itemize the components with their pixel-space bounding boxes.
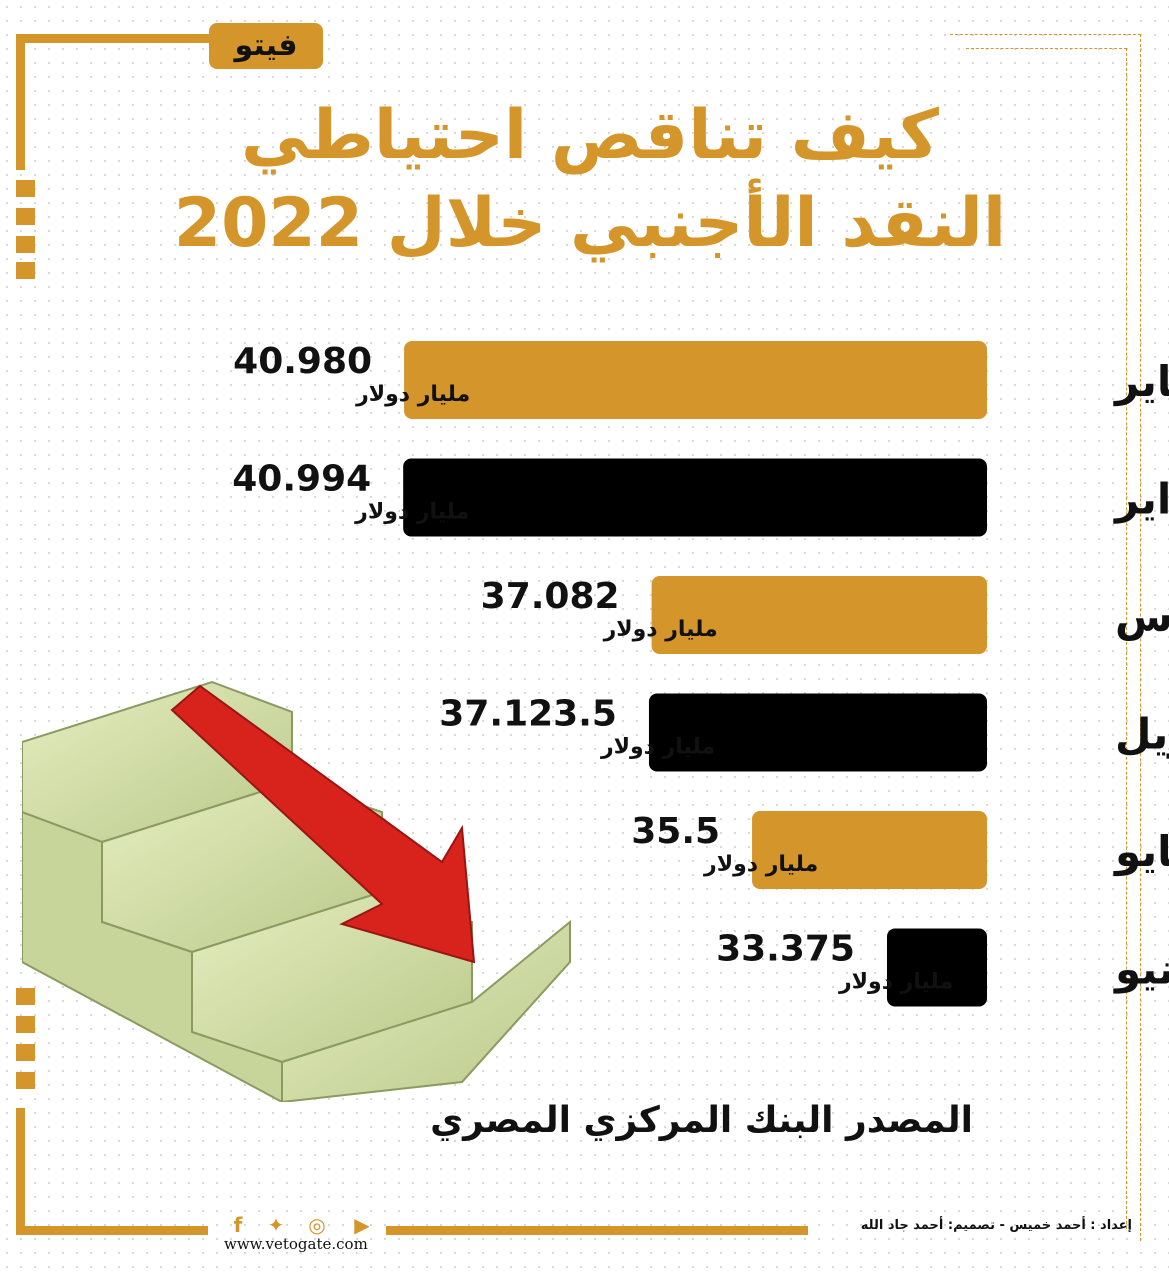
frame-right-lines xyxy=(950,34,1141,1241)
frame-left xyxy=(16,34,25,170)
frame-dash xyxy=(16,180,35,197)
unit-label: مليار دولار xyxy=(355,382,470,407)
unit-label: مليار دولار xyxy=(354,500,469,525)
facebook-icon[interactable]: f xyxy=(233,1213,243,1237)
category-label: مايو xyxy=(1113,827,1169,877)
unit-label: مليار دولار xyxy=(600,735,715,760)
value-label: 40.994 xyxy=(232,459,371,500)
website-link[interactable]: www.vetogate.com xyxy=(224,1235,368,1253)
title-line-2: النقد الأجنبي خلال 2022 xyxy=(173,184,1007,263)
frame-dash xyxy=(16,988,35,1005)
frame-dash xyxy=(16,1044,35,1061)
bar xyxy=(651,576,987,654)
value-label: 40.980 xyxy=(233,341,372,382)
category-label: يناير xyxy=(1113,357,1169,407)
unit-label: مليار دولار xyxy=(838,970,953,995)
money-stacks-illustration xyxy=(22,680,571,1102)
frame-dash xyxy=(16,208,35,225)
youtube-icon[interactable]: ▶ xyxy=(354,1213,370,1237)
category-label: يونيو xyxy=(1113,945,1169,995)
bar xyxy=(648,693,987,772)
unit-label: مليار دولار xyxy=(703,852,818,877)
title-line-1: كيف تناقص احتياطي xyxy=(241,96,940,175)
instagram-icon[interactable]: ◎ xyxy=(308,1213,326,1237)
twitter-icon[interactable]: ✦ xyxy=(267,1213,285,1237)
value-label: 37.123.5 xyxy=(439,694,617,735)
unit-label: مليار دولار xyxy=(603,617,718,642)
value-label: 35.5 xyxy=(631,811,720,852)
frame-top xyxy=(16,34,216,43)
frame-right-lines-inner xyxy=(966,48,1127,1229)
bar xyxy=(886,928,987,1007)
bar xyxy=(752,811,987,889)
category-label: إبريل xyxy=(1115,710,1169,760)
frame-dash xyxy=(16,1072,35,1089)
frame-bottom xyxy=(16,1226,208,1235)
down-arrow-icon xyxy=(170,684,476,964)
page-title: كيف تناقص احتياطي النقد الأجنبي خلال 202… xyxy=(150,92,1030,268)
frame-bottom-line xyxy=(386,1226,808,1235)
frame-dash xyxy=(16,262,35,279)
value-label: 37.082 xyxy=(481,576,620,617)
frame-bottom-left xyxy=(16,1108,25,1235)
bar xyxy=(404,341,987,419)
category-label: مارس xyxy=(1115,592,1169,641)
credit-text: إعداد : أحمد خميس - تصميم: أحمد جاد الله xyxy=(860,1218,1132,1233)
frame-dash xyxy=(16,1016,35,1033)
value-label: 33.375 xyxy=(716,929,855,970)
bar xyxy=(403,458,987,537)
frame-dash xyxy=(16,236,35,253)
logo: فيتو xyxy=(209,23,323,69)
source-note: المصدر البنك المركزي المصري xyxy=(430,1100,973,1141)
category-label: فبراير xyxy=(1113,475,1169,525)
